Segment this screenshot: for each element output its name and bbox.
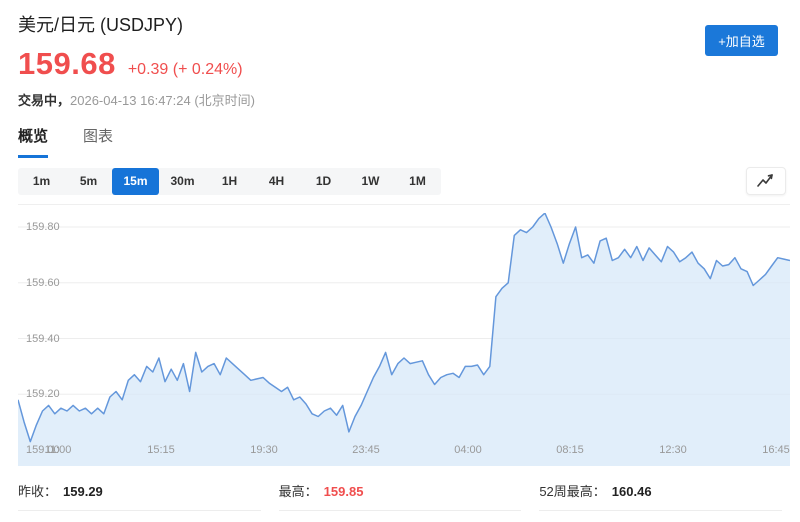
stat-52w-low: 52周最低： 139.89 bbox=[539, 511, 782, 522]
y-axis-label: 159.00 bbox=[26, 444, 60, 456]
stat-low: 最低： 159.40 bbox=[279, 511, 522, 522]
x-axis-label: 16:45 bbox=[762, 444, 790, 456]
add-watchlist-button[interactable]: +加自选 bbox=[705, 25, 778, 56]
area-chart-canvas bbox=[18, 213, 790, 466]
stat-52w-high: 52周最高： 160.46 bbox=[539, 472, 782, 511]
interval-15m[interactable]: 15m bbox=[112, 167, 159, 195]
x-axis-label: 12:30 bbox=[659, 444, 687, 456]
stat-52w-high-value: 160.46 bbox=[611, 484, 652, 499]
quote-timestamp: 2026-04-13 16:47:24 (北京时间) bbox=[70, 93, 255, 108]
x-axis-label: 04:00 bbox=[454, 444, 482, 456]
x-axis-label: 15:15 bbox=[147, 444, 175, 456]
y-axis-label: 159.80 bbox=[26, 221, 60, 233]
tab-bar: 概览 图表 bbox=[0, 125, 800, 158]
trading-status: 交易中， bbox=[18, 93, 71, 108]
stat-high-value: 159.85 bbox=[323, 484, 364, 499]
tab-overview[interactable]: 概览 bbox=[18, 125, 49, 158]
interval-1d[interactable]: 1D bbox=[300, 168, 347, 195]
line-chart-icon bbox=[756, 173, 776, 189]
price-chart[interactable]: 159.80 159.60 159.40 159.20 159.00 11:00 15:1… bbox=[18, 204, 790, 466]
last-price: 159.68 bbox=[18, 46, 116, 81]
stat-prev-close: 昨收： 159.29 bbox=[18, 472, 261, 511]
interval-4h[interactable]: 4H bbox=[253, 168, 300, 195]
x-axis-label: 23:45 bbox=[352, 444, 380, 456]
stat-prev-close-value: 159.29 bbox=[63, 484, 103, 499]
chart-type-button[interactable] bbox=[746, 167, 786, 195]
interval-selector: 1m 5m 15m 30m 1H 4H 1D 1W 1M bbox=[18, 167, 441, 195]
status-row: 交易中，2026-04-13 16:47:24 (北京时间) bbox=[18, 90, 782, 109]
stat-high: 最高： 159.85 bbox=[278, 472, 522, 511]
y-axis-label: 159.20 bbox=[26, 388, 60, 401]
page-title: 美元/日元 (USDJPY) bbox=[18, 15, 184, 35]
x-axis-label: 08:15 bbox=[556, 444, 584, 456]
price-row: 159.68 +0.39 (+ 0.24%) bbox=[18, 46, 782, 82]
interval-1m-month[interactable]: 1M bbox=[394, 168, 441, 195]
tab-chart[interactable]: 图表 bbox=[83, 128, 114, 145]
y-axis-label: 159.40 bbox=[26, 332, 60, 345]
x-axis-label: 11:00 bbox=[44, 444, 72, 456]
quote-header: 美元/日元 (USDJPY) 159.68 +0.39 (+ 0.24%) 交易… bbox=[0, 0, 800, 109]
interval-1w[interactable]: 1W bbox=[347, 168, 394, 195]
interval-1h[interactable]: 1H bbox=[206, 168, 253, 195]
price-change: +0.39 (+ 0.24%) bbox=[127, 61, 243, 78]
quote-stats: 昨收： 159.29 最高： 159.85 52周最高： 160.46 今开： … bbox=[0, 472, 800, 522]
chart-toolbar: 1m 5m 15m 30m 1H 4H 1D 1W 1M bbox=[0, 167, 800, 195]
interval-5m[interactable]: 5m bbox=[65, 168, 112, 195]
interval-1m[interactable]: 1m bbox=[18, 168, 65, 195]
interval-30m[interactable]: 30m bbox=[159, 168, 206, 195]
y-axis-label: 159.60 bbox=[26, 276, 60, 289]
x-axis-label: 19:30 bbox=[250, 444, 278, 456]
stat-open: 今开： 159.43 bbox=[18, 511, 261, 522]
